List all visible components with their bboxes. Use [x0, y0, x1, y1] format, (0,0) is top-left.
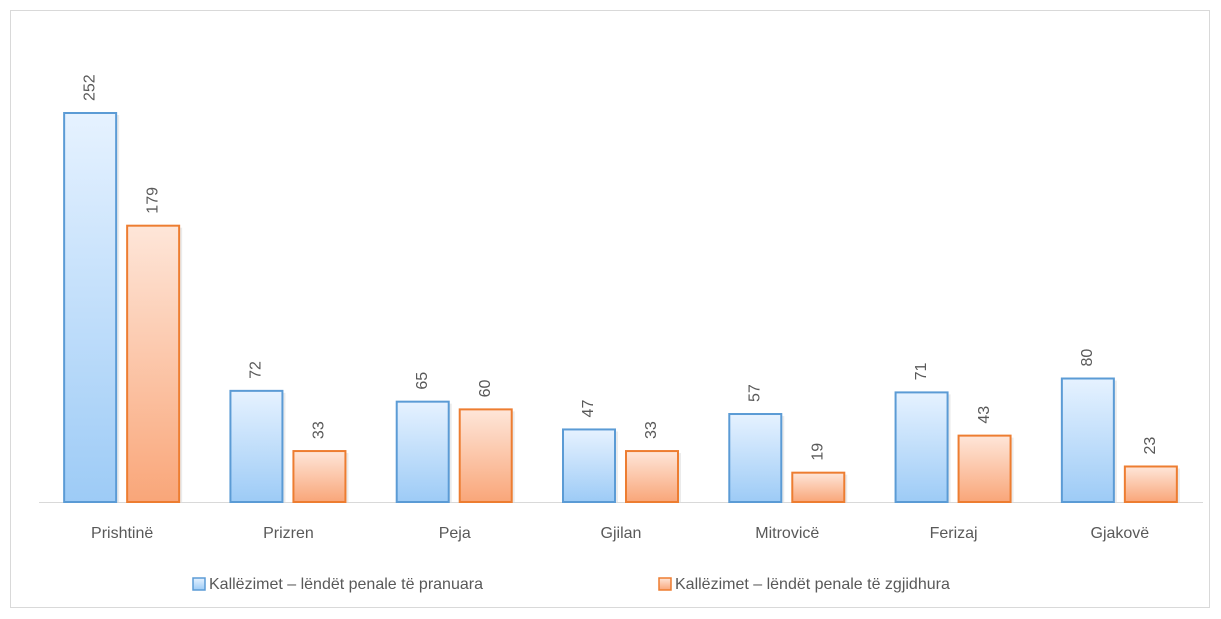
data-label: 179 — [144, 187, 161, 214]
x-tick-label: Prishtinë — [91, 525, 153, 542]
x-tick-label: Peja — [439, 525, 471, 542]
data-label: 71 — [913, 363, 930, 381]
bar — [292, 450, 347, 503]
bar — [957, 434, 1012, 503]
data-label: 72 — [248, 361, 265, 379]
chart-frame — [10, 10, 1210, 608]
bar — [894, 391, 949, 503]
data-label: 65 — [414, 372, 431, 390]
data-label: 252 — [81, 74, 98, 101]
bar — [791, 471, 846, 503]
bar — [562, 428, 616, 504]
legend-label: Kallëzimet – lëndët penale të zgjidhura — [675, 576, 950, 593]
bar — [458, 408, 513, 503]
bar — [395, 400, 450, 503]
x-tick-label: Gjilan — [601, 525, 642, 542]
x-tick-label: Ferizaj — [930, 525, 978, 542]
bar — [126, 224, 181, 504]
bar — [1123, 465, 1178, 503]
data-label: 23 — [1142, 437, 1159, 455]
data-label: 19 — [810, 443, 827, 461]
x-tick-label: Mitrovicë — [755, 525, 819, 542]
bar — [625, 450, 679, 503]
bar — [728, 413, 783, 503]
legend-swatch — [192, 577, 206, 591]
data-label: 43 — [976, 406, 993, 424]
legend-swatch — [658, 577, 672, 591]
data-label: 33 — [311, 421, 328, 439]
data-label: 33 — [643, 421, 660, 439]
data-label: 57 — [747, 384, 764, 402]
data-label: 47 — [580, 400, 597, 418]
bar — [229, 389, 284, 504]
bar — [1060, 377, 1115, 503]
x-tick-label: Gjakovë — [1091, 525, 1150, 542]
legend-label: Kallëzimet – lëndët penale të pranuara — [209, 576, 483, 593]
bar — [63, 112, 118, 503]
x-tick-label: Prizren — [263, 525, 314, 542]
data-label: 80 — [1079, 349, 1096, 367]
data-label: 60 — [477, 379, 494, 397]
